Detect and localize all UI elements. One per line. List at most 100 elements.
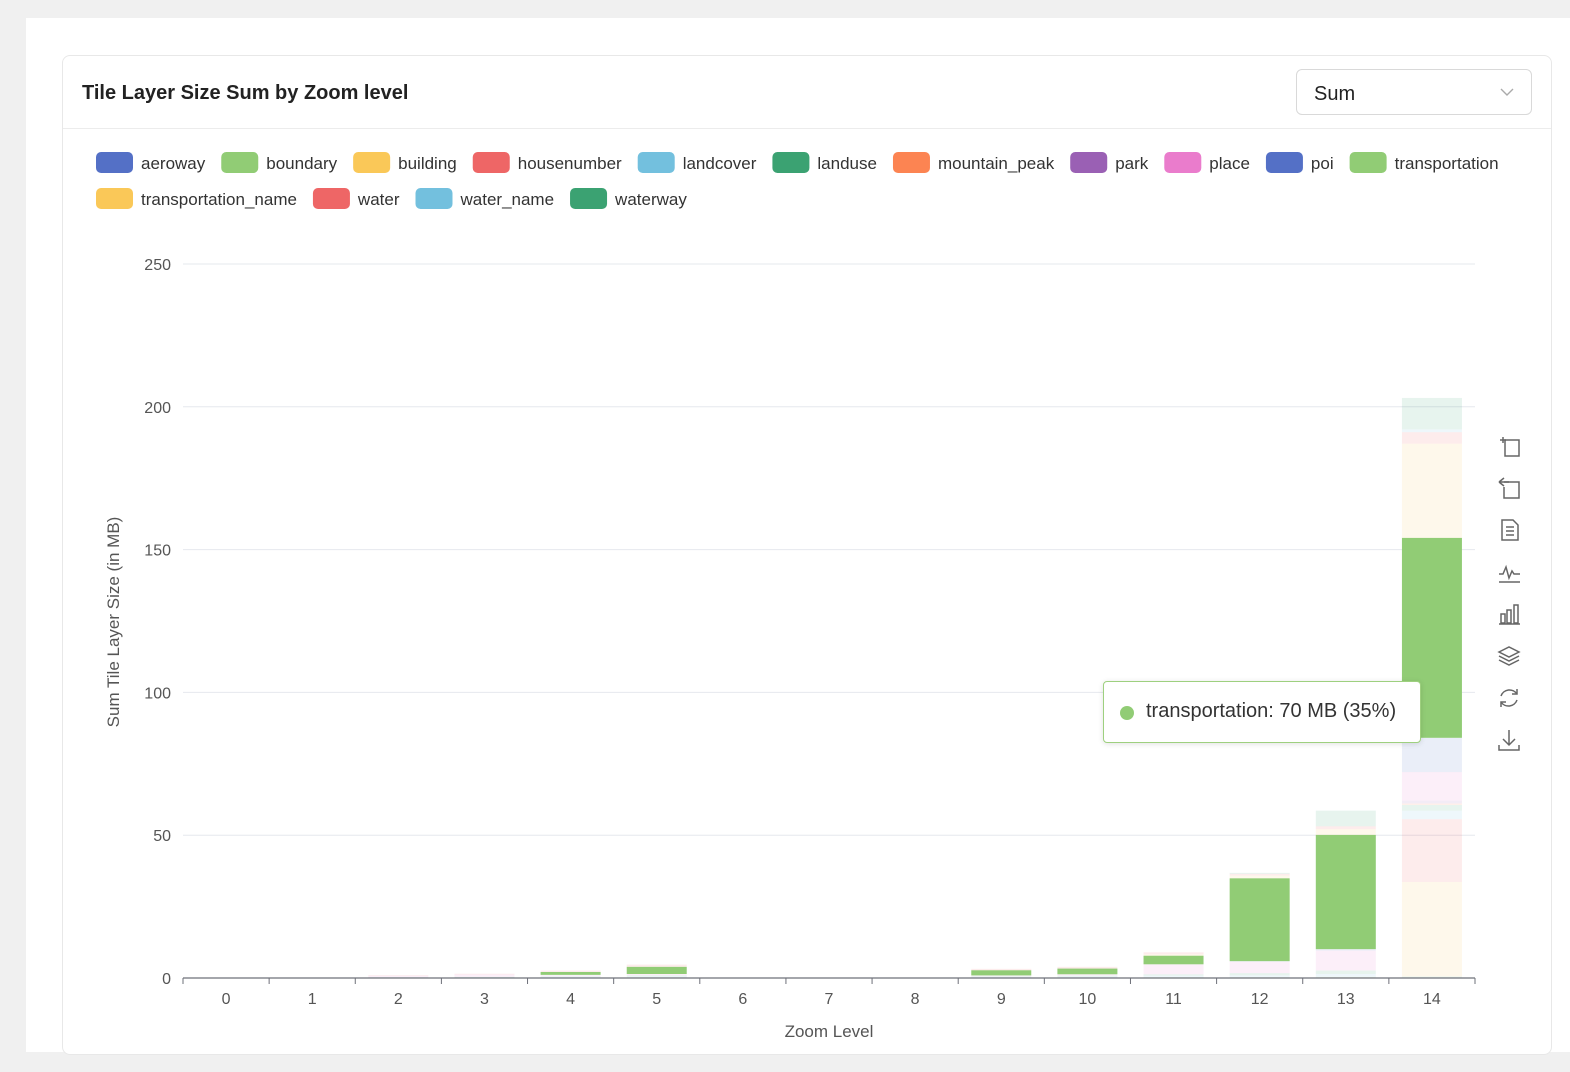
chart-title: Tile Layer Size Sum by Zoom level: [82, 82, 409, 104]
restore-icon[interactable]: [1495, 684, 1527, 716]
bar-segment: [1401, 772, 1462, 801]
bar-segment: [540, 972, 601, 975]
bar-segment: [1315, 834, 1376, 950]
legend-swatch: [1265, 152, 1303, 173]
y-tick-label: 200: [144, 400, 171, 417]
legend-swatch: [221, 152, 259, 173]
bar-segment: [1315, 826, 1376, 830]
bar-segment: [1315, 949, 1376, 951]
legend-item[interactable]: waterway: [570, 188, 687, 209]
legend-item[interactable]: landcover: [637, 152, 757, 173]
data-view-icon[interactable]: [1495, 516, 1527, 548]
legend-item[interactable]: poi: [1265, 152, 1334, 173]
x-tick-label: 6: [738, 991, 747, 1008]
legend-label: place: [1209, 154, 1250, 173]
bar-segment: [1229, 975, 1290, 978]
x-tick-label: 2: [394, 991, 403, 1008]
x-tick-label: 10: [1079, 991, 1097, 1008]
bar-segment: [1143, 954, 1204, 956]
legend-label: transportation: [1395, 154, 1499, 173]
tooltip-text: transportation: 70 MB (35%): [1146, 700, 1397, 722]
legend-item[interactable]: park: [1070, 152, 1149, 173]
bar-segment: [1401, 882, 1462, 977]
legend-item[interactable]: mountain_peak: [892, 152, 1055, 173]
bar-segment: [454, 974, 515, 977]
legend-item[interactable]: transportation: [1349, 152, 1499, 173]
bar-segment: [1401, 432, 1462, 444]
x-tick-label: 3: [480, 991, 489, 1008]
aggregate-select-value: Sum: [1314, 83, 1356, 105]
chart-card: Tile Layer Size Sum by Zoom level Sum ae…: [62, 55, 1552, 1055]
bar-segment: [1229, 872, 1290, 874]
stacked-bar-chart: aeroway boundary building housenumber landco…: [96, 152, 1499, 1041]
bar-segment: [454, 976, 515, 978]
bar-segment: [1315, 829, 1376, 835]
line-chart-icon[interactable]: [1495, 558, 1527, 590]
bar-segment: [1401, 737, 1462, 773]
legend-item[interactable]: housenumber: [472, 152, 622, 173]
bar-segment: [1401, 819, 1462, 883]
bar-segment: [1401, 443, 1462, 538]
bar-segment: [1401, 397, 1462, 430]
legend-label: landuse: [817, 154, 877, 173]
legend-item[interactable]: water_name: [415, 188, 555, 209]
bar-segment: [454, 977, 515, 978]
bar-segment: [1057, 975, 1118, 977]
legend-item[interactable]: building: [353, 152, 457, 173]
chart-tooltip: transportation: 70 MB (35%): [1103, 681, 1421, 743]
bar-segment: [1229, 961, 1290, 962]
x-tick-label: 9: [997, 991, 1006, 1008]
bar-segment: [1057, 974, 1118, 976]
x-tick-label: 13: [1337, 991, 1355, 1008]
x-axis-title: Zoom Level: [785, 1022, 874, 1041]
download-icon[interactable]: [1495, 726, 1527, 758]
bar-segment: [1315, 810, 1376, 827]
legend-item[interactable]: boundary: [221, 152, 338, 173]
bar-segment: [1057, 966, 1118, 969]
bar-segment: [971, 970, 1032, 976]
legend-swatch: [570, 188, 608, 209]
legend-item[interactable]: water: [312, 188, 400, 209]
zoom-reset-icon[interactable]: [1495, 474, 1527, 506]
y-tick-label: 50: [153, 828, 171, 845]
legend-swatch: [472, 152, 510, 173]
y-axis-title: Sum Tile Layer Size (in MB): [104, 517, 123, 728]
bar-segment: [1143, 974, 1204, 976]
legend-item[interactable]: transportation_name: [96, 188, 297, 209]
legend-label: landcover: [683, 154, 757, 173]
bar-segment: [368, 975, 429, 976]
aggregate-select[interactable]: Sum: [1296, 69, 1532, 115]
legend-item[interactable]: place: [1164, 152, 1250, 173]
bar-segment: [626, 975, 687, 977]
x-tick-label: 14: [1423, 991, 1441, 1008]
bar-chart-icon[interactable]: [1495, 600, 1527, 632]
legend-item[interactable]: landuse: [772, 152, 877, 173]
bar-segment: [1057, 976, 1118, 978]
legend-label: building: [398, 154, 457, 173]
legend-item[interactable]: aeroway: [96, 152, 206, 173]
bar-segment: [1401, 976, 1462, 978]
bar-segment: [1315, 970, 1376, 975]
bar-segment: [1229, 873, 1290, 876]
x-tick-label: 5: [652, 991, 661, 1008]
bar-segment: [1143, 952, 1204, 955]
stack-icon[interactable]: [1495, 642, 1527, 674]
legend-label: housenumber: [518, 154, 622, 173]
y-tick-label: 250: [144, 257, 171, 274]
legend-label: transportation_name: [141, 190, 297, 209]
bar-segment: [971, 975, 1032, 977]
zoom-icon[interactable]: [1495, 432, 1527, 464]
x-tick-label: 7: [825, 991, 834, 1008]
bar-segment: [1401, 803, 1462, 805]
legend-swatch: [96, 152, 133, 173]
bar-segment: [1401, 810, 1462, 820]
card-header: Tile Layer Size Sum by Zoom level Sum: [63, 56, 1551, 129]
legend-swatch: [772, 152, 810, 173]
bar-segment: [1229, 875, 1290, 879]
bar-segment: [1401, 429, 1462, 433]
bar-segment: [1315, 974, 1376, 977]
legend-swatch: [637, 152, 675, 173]
y-tick-label: 0: [162, 971, 171, 988]
bar-segment: [1143, 975, 1204, 978]
x-tick-label: 0: [222, 991, 231, 1008]
